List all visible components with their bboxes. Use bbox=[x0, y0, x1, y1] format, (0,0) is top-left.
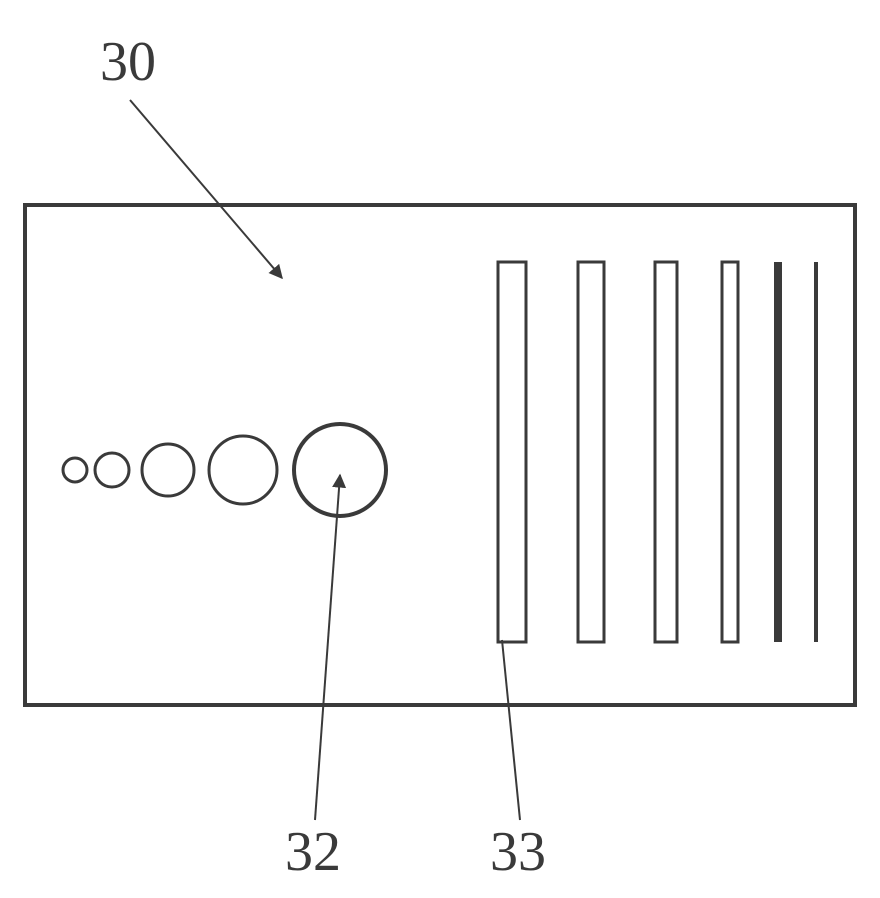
circle-2 bbox=[142, 444, 194, 496]
callout-label-32: 32 bbox=[285, 821, 341, 883]
bar-1 bbox=[578, 262, 604, 642]
circle-0 bbox=[63, 458, 87, 482]
bar-5 bbox=[814, 262, 818, 642]
callout-label-30: 30 bbox=[100, 31, 156, 93]
callout-label-33: 33 bbox=[490, 821, 546, 883]
panel-outline bbox=[25, 205, 855, 705]
leader-line-30 bbox=[130, 100, 282, 278]
leader-line-33 bbox=[502, 640, 520, 820]
bar-array bbox=[498, 262, 818, 642]
circle-3 bbox=[209, 436, 277, 504]
circle-1 bbox=[95, 453, 129, 487]
bar-2 bbox=[655, 262, 677, 642]
bar-3 bbox=[722, 262, 738, 642]
leader-line-32 bbox=[315, 475, 340, 820]
bar-0 bbox=[498, 262, 526, 642]
bar-4 bbox=[774, 262, 782, 642]
circle-4 bbox=[294, 424, 386, 516]
